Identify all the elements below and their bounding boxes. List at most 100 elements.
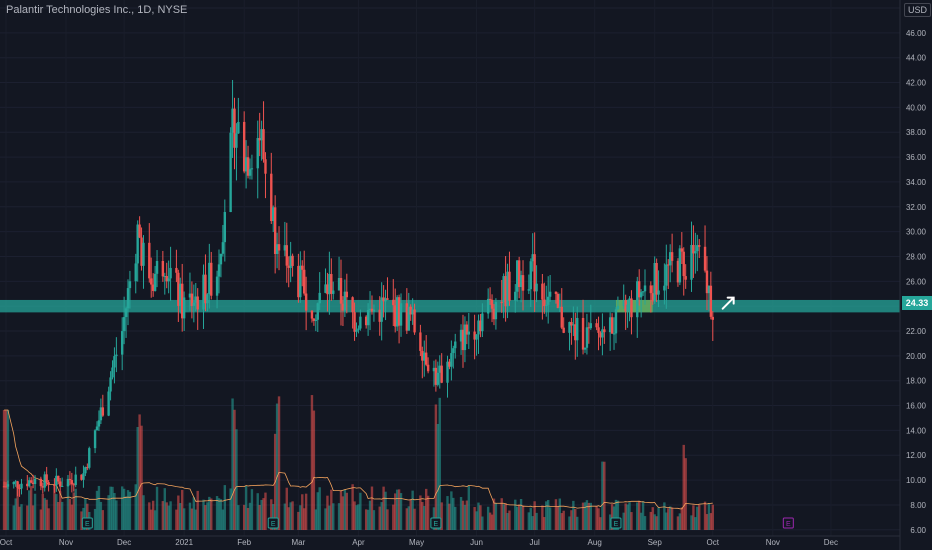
volume-bar — [196, 490, 199, 530]
volume-bar — [140, 425, 143, 530]
candle-body — [657, 290, 660, 295]
volume-bar — [556, 506, 560, 530]
price-axis[interactable]: 48.0046.0044.0042.0040.0038.0036.0034.00… — [899, 0, 927, 550]
volume-bar — [115, 500, 118, 530]
volume-bar — [122, 488, 126, 530]
candle-body — [583, 347, 587, 350]
candle-body — [53, 484, 56, 486]
y-tick-label: 32.00 — [906, 203, 927, 212]
volume-bar — [407, 506, 410, 530]
volume-bar — [492, 498, 496, 530]
volume-bar — [177, 495, 180, 530]
candle-body — [177, 272, 180, 306]
volume-bar — [192, 497, 196, 530]
x-tick-label: Jul — [530, 538, 540, 547]
candle-body — [291, 255, 294, 266]
candle-body — [33, 478, 37, 484]
candle-body — [339, 277, 343, 304]
volume-bar — [668, 506, 672, 530]
candle-body — [475, 334, 478, 340]
volume-bar — [568, 516, 571, 530]
candle-body — [608, 317, 612, 333]
volume-bar — [324, 508, 327, 530]
time-axis[interactable]: Oct Nov Dec 2021 Feb Mar Apr May Jun Jul Aug Sep Oct… — [0, 535, 900, 547]
volume-bar — [626, 504, 629, 530]
candle-body — [630, 298, 633, 318]
candle-body — [531, 254, 534, 262]
candle-body — [684, 276, 687, 280]
volume-bar — [328, 505, 331, 530]
candle-body — [70, 480, 74, 485]
volume-bar — [475, 511, 478, 530]
volume-bar — [463, 504, 467, 530]
candle-body — [535, 283, 538, 292]
volume-bar — [506, 513, 509, 530]
candle-body — [432, 367, 436, 372]
earnings-marker-label: E — [271, 521, 276, 528]
candle-body — [258, 138, 261, 141]
candle-body — [651, 293, 654, 302]
volume-bar — [355, 505, 358, 530]
volume-bar — [150, 509, 153, 530]
candle-body — [250, 168, 254, 170]
volume-bar — [161, 501, 165, 530]
volume-bar — [47, 508, 50, 530]
volume-bar — [229, 488, 232, 530]
candle-body — [399, 303, 403, 326]
candle-body — [368, 308, 372, 311]
volume-bar — [603, 461, 606, 530]
candle-body — [461, 329, 465, 351]
volume-bar — [97, 485, 101, 530]
volume-bar — [570, 510, 573, 530]
candle-body — [310, 310, 314, 319]
x-tick-label: Oct — [0, 538, 13, 547]
volume-bar — [446, 496, 449, 530]
volume-bar — [237, 505, 240, 530]
candle-body — [204, 274, 207, 304]
volume-bar — [529, 507, 532, 530]
volume-bar — [84, 498, 87, 530]
volume-bar — [16, 484, 19, 530]
y-tick-label: 8.00 — [910, 501, 926, 510]
volume-bar — [204, 505, 207, 530]
candle-body — [488, 298, 492, 300]
volume-bar — [59, 491, 62, 530]
volume-bar — [587, 502, 591, 530]
candle-body — [481, 313, 484, 332]
candle-body — [107, 391, 110, 416]
candle-body — [134, 263, 137, 282]
candle-body — [206, 294, 209, 304]
volume-bar — [188, 502, 192, 530]
candle-body — [423, 352, 426, 361]
earnings-marker-box — [267, 517, 279, 529]
currency-label[interactable]: USD — [904, 3, 932, 17]
volume-bar — [270, 499, 273, 530]
candle-body — [262, 129, 265, 160]
candle-body — [678, 248, 682, 283]
candle-body — [111, 367, 114, 378]
candle-body — [20, 483, 23, 489]
volume-bar — [450, 491, 453, 530]
arrow-annotation — [721, 296, 735, 310]
volume-bar — [589, 502, 592, 530]
candle-body — [303, 269, 306, 294]
y-tick-label: 12.00 — [906, 451, 927, 460]
candle-body — [448, 361, 451, 367]
candle-body — [18, 488, 21, 490]
volume-bar — [519, 498, 523, 530]
x-tick-label: Apr — [352, 538, 365, 547]
candle-body — [703, 246, 707, 271]
volume-bar — [283, 503, 287, 530]
volume-bar — [541, 505, 544, 530]
volume-bar — [370, 486, 374, 530]
volume-bar — [477, 502, 480, 530]
candle-body — [231, 108, 234, 133]
volume-bar — [70, 504, 74, 530]
candle-body — [655, 263, 658, 295]
candle-body — [155, 260, 159, 274]
y-tick-label: 10.00 — [906, 476, 927, 485]
candle-body — [175, 267, 178, 273]
volume-bar — [543, 517, 546, 530]
